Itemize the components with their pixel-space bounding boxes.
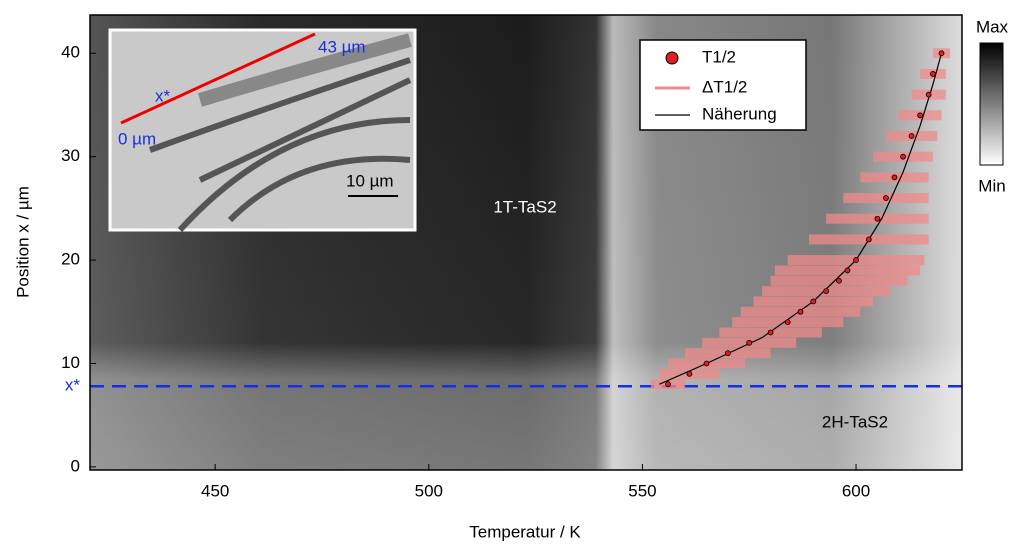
inset-feature — [148, 57, 412, 233]
point — [853, 257, 859, 263]
annotation: 1T-TaS2 — [493, 197, 556, 216]
point — [810, 298, 817, 305]
point — [900, 153, 906, 160]
point — [784, 319, 791, 326]
point — [925, 91, 932, 98]
point — [767, 329, 774, 336]
point — [844, 267, 851, 274]
y-tick-label: 20 — [61, 250, 80, 269]
inset-label: 10 µm — [346, 171, 394, 190]
x-tick-label: 600 — [842, 481, 870, 500]
y-tick-label: 30 — [61, 146, 80, 165]
inset: 43 µm x* 0 µm 10 µm — [108, 28, 417, 233]
point — [891, 174, 898, 181]
colorbar-label: Min — [978, 176, 1005, 195]
colorbar — [979, 42, 1004, 166]
y-tick-label: 10 — [61, 353, 80, 372]
inset-line — [120, 32, 316, 125]
y-axis-label: Position x / µm — [13, 186, 32, 298]
x-tick-label: 450 — [201, 481, 229, 500]
annotation: 2H-TaS2 — [822, 412, 888, 431]
point — [797, 308, 804, 315]
x-tick-label: 500 — [415, 481, 443, 500]
y-tick-label: 40 — [61, 43, 80, 62]
legend: T1/2 ΔT1/2 Näherung — [639, 39, 807, 131]
point — [686, 370, 693, 377]
legend-marker — [665, 51, 679, 65]
inset-label: 43 µm — [318, 37, 366, 56]
point — [874, 215, 881, 222]
point — [930, 71, 936, 77]
point — [703, 360, 710, 367]
inset-feature — [197, 33, 412, 107]
point — [917, 112, 924, 119]
x-axis-label: Temperatur / K — [469, 522, 581, 541]
point — [938, 50, 945, 57]
legend-label: ΔT1/2 — [702, 77, 747, 96]
inset-label: x* — [155, 86, 171, 105]
x-tick-label: 550 — [628, 481, 656, 500]
point — [883, 195, 889, 201]
plot-frame — [89, 14, 963, 471]
point — [865, 236, 872, 243]
point — [836, 277, 842, 284]
legend-label: T1/2 — [702, 47, 736, 66]
colorbar-label: Max — [976, 17, 1009, 36]
inset-label: 0 µm — [118, 129, 156, 148]
reference-label: x* — [65, 376, 81, 395]
y-tick-label: 0 — [71, 456, 80, 475]
legend-label: Näherung — [702, 104, 777, 123]
point — [746, 339, 753, 346]
point — [665, 381, 671, 388]
point — [908, 133, 915, 139]
point — [724, 350, 731, 357]
point — [823, 288, 830, 295]
